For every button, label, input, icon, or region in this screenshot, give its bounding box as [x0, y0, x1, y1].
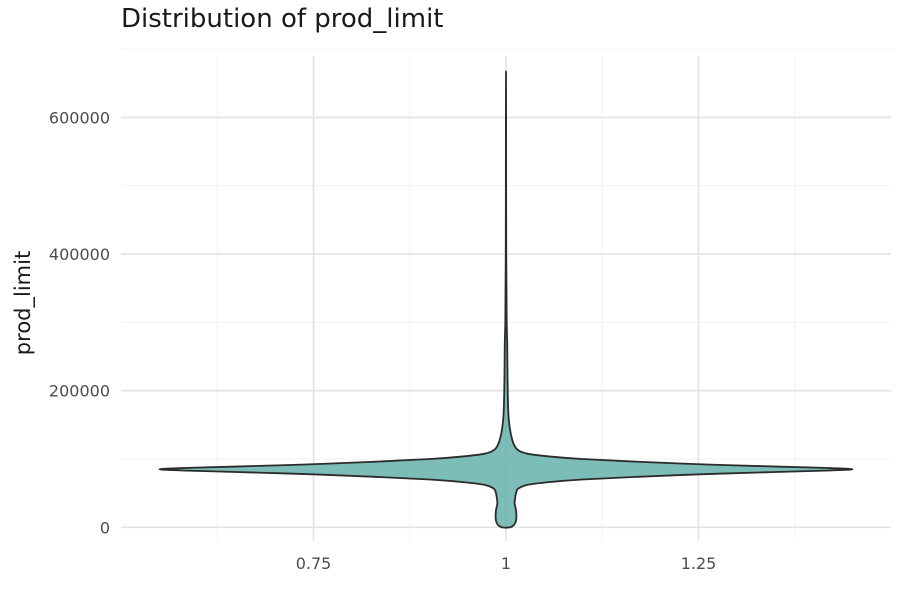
x-tick-label: 1.25 [681, 554, 717, 573]
violin-shape [158, 70, 854, 529]
x-tick-label: 1 [501, 554, 511, 573]
x-tick-label: 0.75 [296, 554, 332, 573]
y-tick-label: 400000 [49, 245, 110, 264]
y-tick-label: 200000 [49, 382, 110, 401]
x-tick-labels: 0.75 1 1.25 [296, 554, 717, 573]
y-tick-label: 600000 [49, 108, 110, 127]
chart-title: Distribution of prod_limit [121, 4, 444, 34]
violin-layer [158, 70, 854, 529]
y-axis-title: prod_limit [11, 251, 36, 355]
y-tick-label: 0 [100, 518, 110, 537]
y-tick-labels: 0 200000 400000 600000 [49, 108, 110, 537]
